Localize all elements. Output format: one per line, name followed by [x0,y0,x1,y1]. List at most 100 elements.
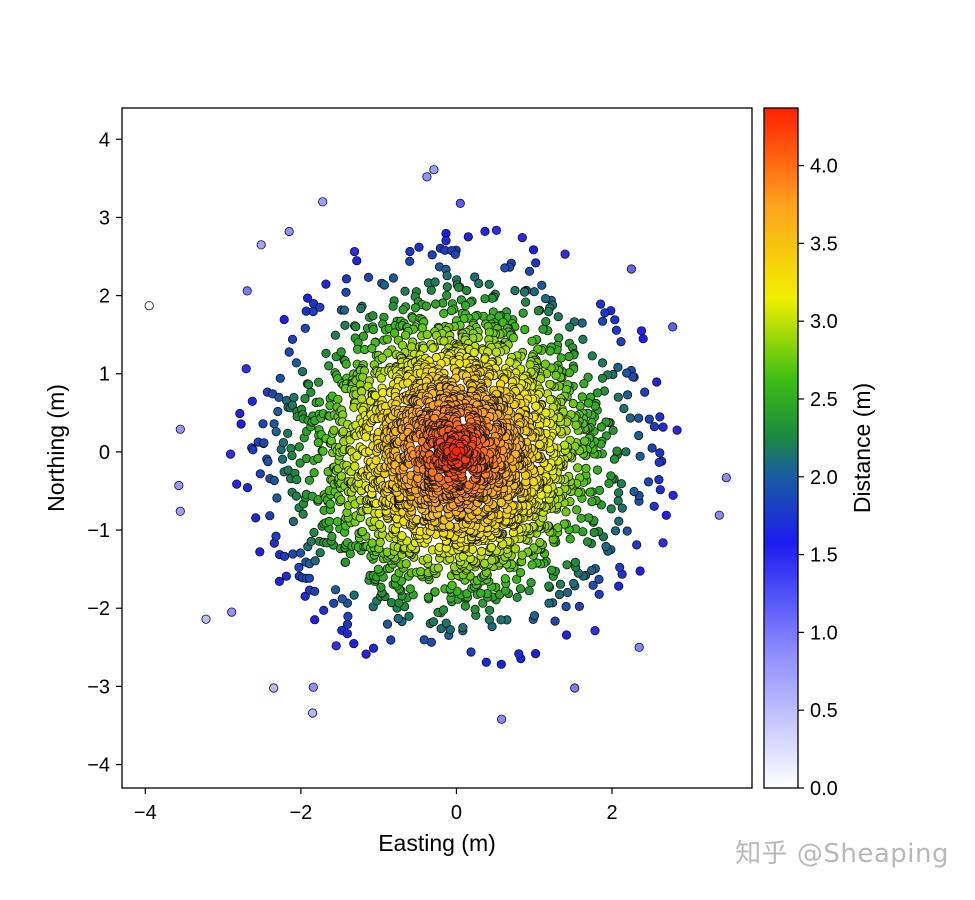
data-point [484,327,494,337]
data-point [295,458,305,468]
data-point [633,413,644,423]
data-point [586,565,597,576]
data-point [546,565,557,575]
data-point [330,330,340,340]
data-point [517,550,527,560]
data-point [400,286,410,296]
data-point [367,343,377,353]
data-point [284,347,294,357]
data-point [589,527,599,538]
data-point [542,484,553,494]
data-point [484,605,495,615]
data-point [622,526,632,536]
colorbar-tick-label: 3.0 [810,311,838,333]
data-point [634,430,644,441]
y-tick-label: −2 [87,598,110,620]
data-point [427,250,437,260]
data-point [324,361,334,371]
data-point [377,353,387,363]
data-point [263,456,273,467]
colorbar: 0.0 0.5 1.0 1.5 2.0 2.5 3.0 3.5 4.0 Distance (m) [763,107,875,800]
data-point [302,293,313,303]
data-point [644,414,654,424]
data-point [565,322,575,332]
data-point [500,574,510,584]
colorbar-tick-label: 0.5 [810,700,838,722]
data-point [625,413,635,423]
data-point [313,437,323,448]
data-point [376,582,386,592]
data-point [655,485,665,495]
data-point [496,714,507,724]
data-point [422,329,432,340]
data-point [535,537,545,548]
data-point [533,306,544,316]
data-point [527,336,537,346]
data-point [604,478,614,488]
data-point [553,312,563,322]
data-point [430,277,440,287]
data-point [349,247,360,257]
data-point [227,607,237,617]
data-point [541,316,551,327]
data-point [455,198,465,208]
data-point [634,642,644,652]
data-point [595,299,606,309]
data-point [414,242,424,252]
data-point [434,472,444,483]
data-point [232,479,242,489]
data-point [649,501,659,511]
data-point [294,562,304,573]
data-point [528,245,539,255]
data-point [310,556,320,566]
data-point [174,480,184,491]
data-point [315,302,325,312]
data-point [404,611,414,621]
data-point [636,326,647,336]
data-point [291,491,301,501]
data-point [349,590,359,600]
data-point [526,577,536,588]
data-point [592,465,603,475]
data-point [447,580,457,590]
data-point [441,236,451,246]
data-point [367,538,377,548]
data-point [337,594,347,604]
data-point [442,290,452,300]
data-point [342,628,352,639]
data-point [555,579,566,589]
data-point [661,510,671,520]
data-point [529,610,540,621]
y-tick-label: −1 [87,520,110,542]
data-point [520,297,531,307]
data-point [510,285,520,296]
data-point [405,246,415,257]
y-tick-label: 2 [99,286,110,308]
data-point [304,573,314,583]
data-point [271,531,281,541]
data-point [568,398,578,409]
data-point [721,473,731,483]
data-point [410,303,421,313]
data-point [629,486,639,497]
data-point [397,531,407,541]
data-point [454,282,464,292]
data-point [597,373,608,383]
data-point [638,334,648,344]
data-point [515,567,526,578]
data-point [352,256,362,266]
data-point [275,373,285,383]
data-point [519,287,530,297]
data-point [283,428,293,438]
data-point [265,511,275,521]
data-point [273,406,283,417]
data-point [531,401,541,411]
data-point [540,293,551,304]
data-point [515,584,526,594]
data-point [242,482,253,493]
data-point [378,388,388,398]
colorbar-tick-label: 1.0 [810,622,838,644]
data-point [338,426,348,437]
data-point [652,377,662,387]
data-point [632,540,642,550]
